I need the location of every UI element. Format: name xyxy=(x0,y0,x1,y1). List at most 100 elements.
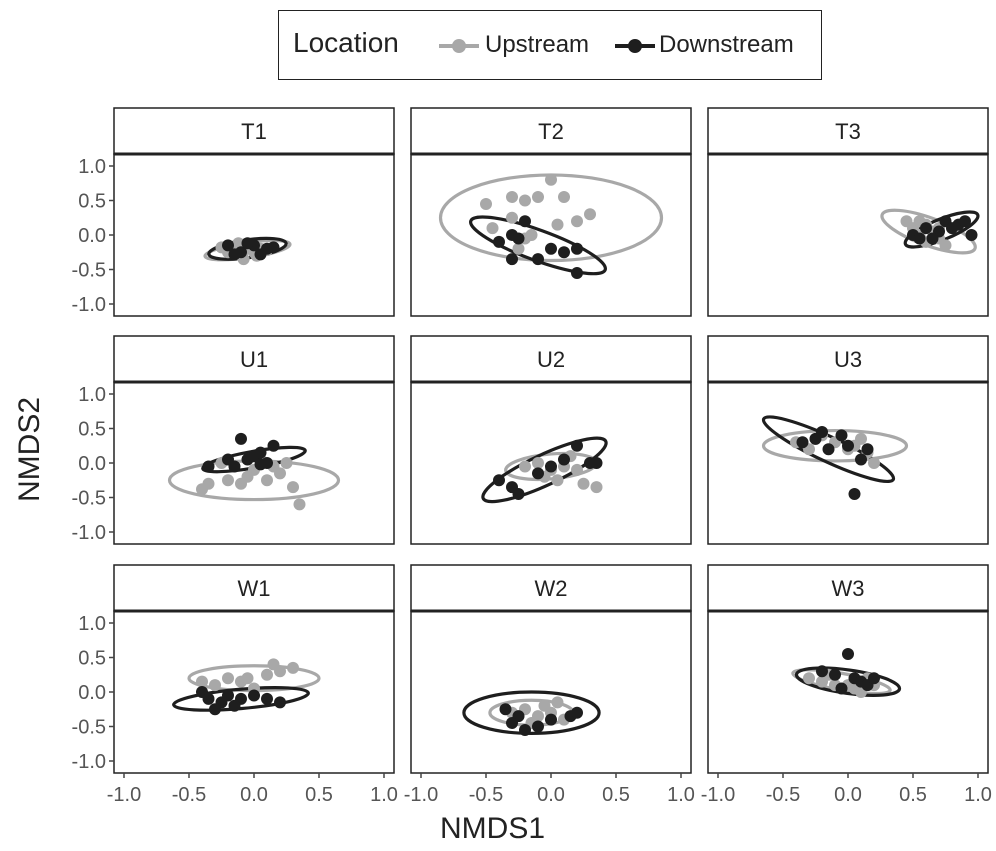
point-upstream xyxy=(241,672,254,685)
point-downstream xyxy=(267,439,280,452)
facet-label-u3: U3 xyxy=(834,347,862,372)
point-downstream xyxy=(228,699,241,712)
point-upstream xyxy=(551,696,564,709)
x-tick-label: 0.5 xyxy=(305,784,333,806)
point-downstream xyxy=(202,692,215,705)
point-downstream xyxy=(822,443,835,456)
y-tick-label: 0.0 xyxy=(78,682,106,704)
x-tick-label: -1.0 xyxy=(404,784,438,806)
point-downstream xyxy=(545,713,557,726)
point-downstream xyxy=(920,222,932,235)
facet-strip-w3 xyxy=(707,564,989,612)
point-downstream xyxy=(532,467,544,480)
point-downstream xyxy=(571,706,583,719)
ellipse-upstream-u3 xyxy=(761,428,909,463)
x-tick-label: -0.5 xyxy=(469,784,503,806)
x-tick-label: 1.0 xyxy=(370,784,398,806)
ellipse-downstream-w2 xyxy=(462,690,601,736)
point-upstream xyxy=(545,173,557,186)
point-upstream xyxy=(512,242,525,255)
point-downstream xyxy=(913,232,926,245)
point-downstream xyxy=(842,439,854,452)
x-tick-label: 0.0 xyxy=(834,784,862,806)
point-downstream xyxy=(202,460,215,473)
point-downstream xyxy=(959,215,971,228)
point-downstream xyxy=(855,453,867,466)
facet-label-u2: U2 xyxy=(537,347,565,372)
y-tick-label: -0.5 xyxy=(72,260,106,282)
x-tick-label: -0.5 xyxy=(172,784,206,806)
point-downstream xyxy=(506,717,518,730)
x-tick-label: 0.0 xyxy=(537,784,565,806)
point-upstream xyxy=(506,191,518,204)
facet-strip-w2 xyxy=(410,564,692,612)
point-upstream xyxy=(267,658,280,671)
facet-label-w2: W2 xyxy=(535,576,568,601)
point-downstream xyxy=(816,425,828,438)
y-tick-label: -1.0 xyxy=(72,522,106,544)
y-tick-label: -1.0 xyxy=(72,751,106,773)
point-downstream xyxy=(842,648,854,661)
point-upstream xyxy=(222,474,234,487)
point-upstream xyxy=(202,477,215,490)
point-upstream xyxy=(538,699,551,712)
point-upstream xyxy=(261,668,273,681)
point-downstream xyxy=(235,432,247,445)
point-downstream xyxy=(835,682,848,695)
point-downstream xyxy=(571,242,583,255)
legend-label-downstream: Downstream xyxy=(659,31,794,58)
y-tick-label: 0.0 xyxy=(78,225,106,247)
point-downstream xyxy=(241,237,254,250)
point-downstream xyxy=(274,696,286,709)
point-upstream xyxy=(293,498,306,511)
point-downstream xyxy=(571,439,583,452)
point-upstream xyxy=(551,474,564,487)
legend-dot-downstream xyxy=(628,39,642,53)
point-downstream xyxy=(254,446,267,459)
point-upstream xyxy=(280,457,293,469)
point-upstream xyxy=(287,661,299,674)
facet-strip-u2 xyxy=(410,335,692,383)
y-tick-label: -0.5 xyxy=(72,717,106,739)
x-tick-label: 0.5 xyxy=(899,784,927,806)
ellipse-downstream-w3 xyxy=(794,666,902,697)
point-downstream xyxy=(228,460,241,473)
point-downstream xyxy=(499,703,512,716)
point-downstream xyxy=(493,235,505,248)
point-upstream xyxy=(287,481,299,494)
point-downstream xyxy=(254,248,267,261)
ellipse-downstream-t3 xyxy=(903,210,980,249)
point-downstream xyxy=(848,488,861,501)
legend-label-upstream: Upstream xyxy=(485,31,590,58)
point-upstream xyxy=(532,457,544,469)
point-downstream xyxy=(558,453,570,466)
x-tick-label: 0.5 xyxy=(602,784,630,806)
y-tick-label: 1.0 xyxy=(78,156,106,178)
point-upstream xyxy=(868,457,880,469)
point-downstream xyxy=(222,239,234,252)
legend-dot-upstream xyxy=(452,39,466,53)
point-upstream xyxy=(803,672,815,685)
x-tick-label: -1.0 xyxy=(701,784,735,806)
point-upstream xyxy=(590,481,603,494)
point-downstream xyxy=(512,488,525,501)
legend-title: Location xyxy=(293,27,399,58)
point-upstream xyxy=(241,470,254,483)
point-upstream xyxy=(480,197,492,210)
point-upstream xyxy=(571,463,583,476)
point-upstream xyxy=(196,675,208,688)
point-downstream xyxy=(829,668,841,681)
point-upstream xyxy=(486,222,499,235)
x-tick-label: -0.5 xyxy=(766,784,800,806)
point-downstream xyxy=(590,457,603,469)
y-tick-label: 0.5 xyxy=(78,648,106,670)
point-downstream xyxy=(512,232,525,245)
x-tick-label: 0.0 xyxy=(240,784,268,806)
point-downstream xyxy=(519,215,531,228)
ellipse-downstream-w1 xyxy=(172,686,310,712)
point-upstream xyxy=(519,460,531,473)
facet-strip-u1 xyxy=(113,335,395,383)
point-downstream xyxy=(571,266,583,279)
point-upstream xyxy=(532,191,544,204)
